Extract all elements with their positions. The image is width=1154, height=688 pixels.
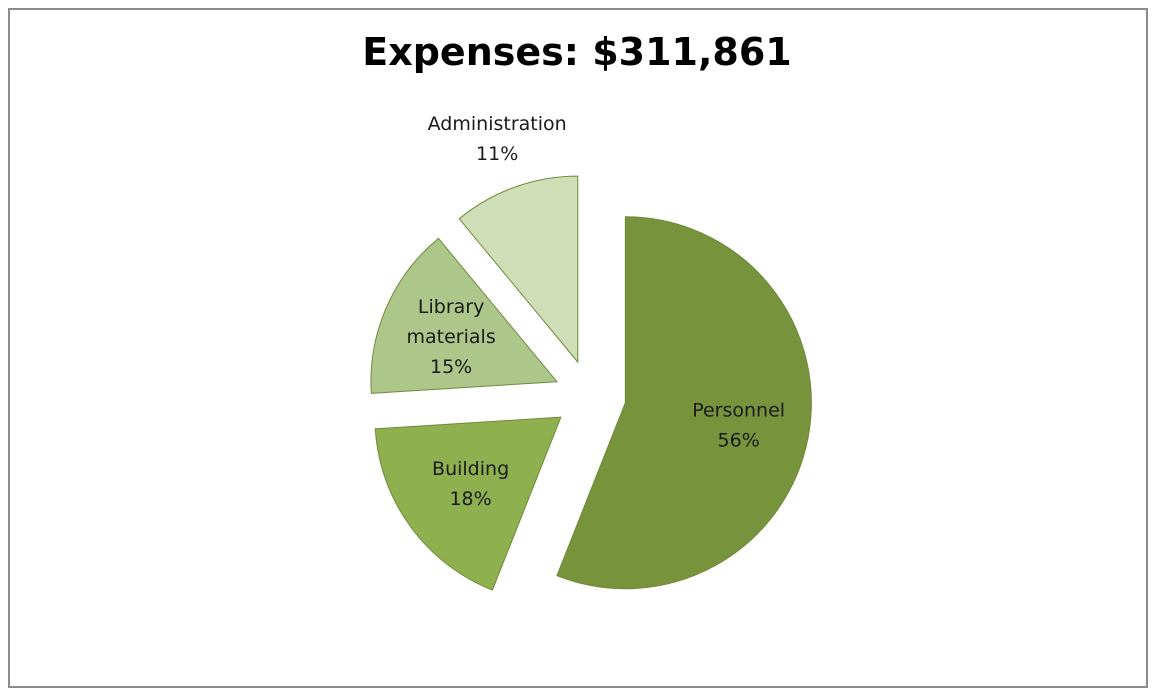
slice-name-label: Personnel [692,399,785,421]
slice-percent-label: 15% [430,356,472,378]
pie-slice-building [374,416,562,591]
slice-percent-label: 56% [718,429,760,451]
chart-title: Expenses: $311,861 [362,30,792,74]
pie-slice-administration [458,175,579,364]
pie-slice-personnel [556,216,812,590]
slice-name-label: materials [407,326,496,348]
slice-percent-label: 18% [449,488,491,510]
slice-percent-label: 11% [476,143,518,165]
pie-slice-library-materials [370,237,558,394]
slice-name-label: Library [418,296,484,318]
slice-name-label: Administration [428,113,567,135]
slice-name-label: Building [432,458,509,480]
